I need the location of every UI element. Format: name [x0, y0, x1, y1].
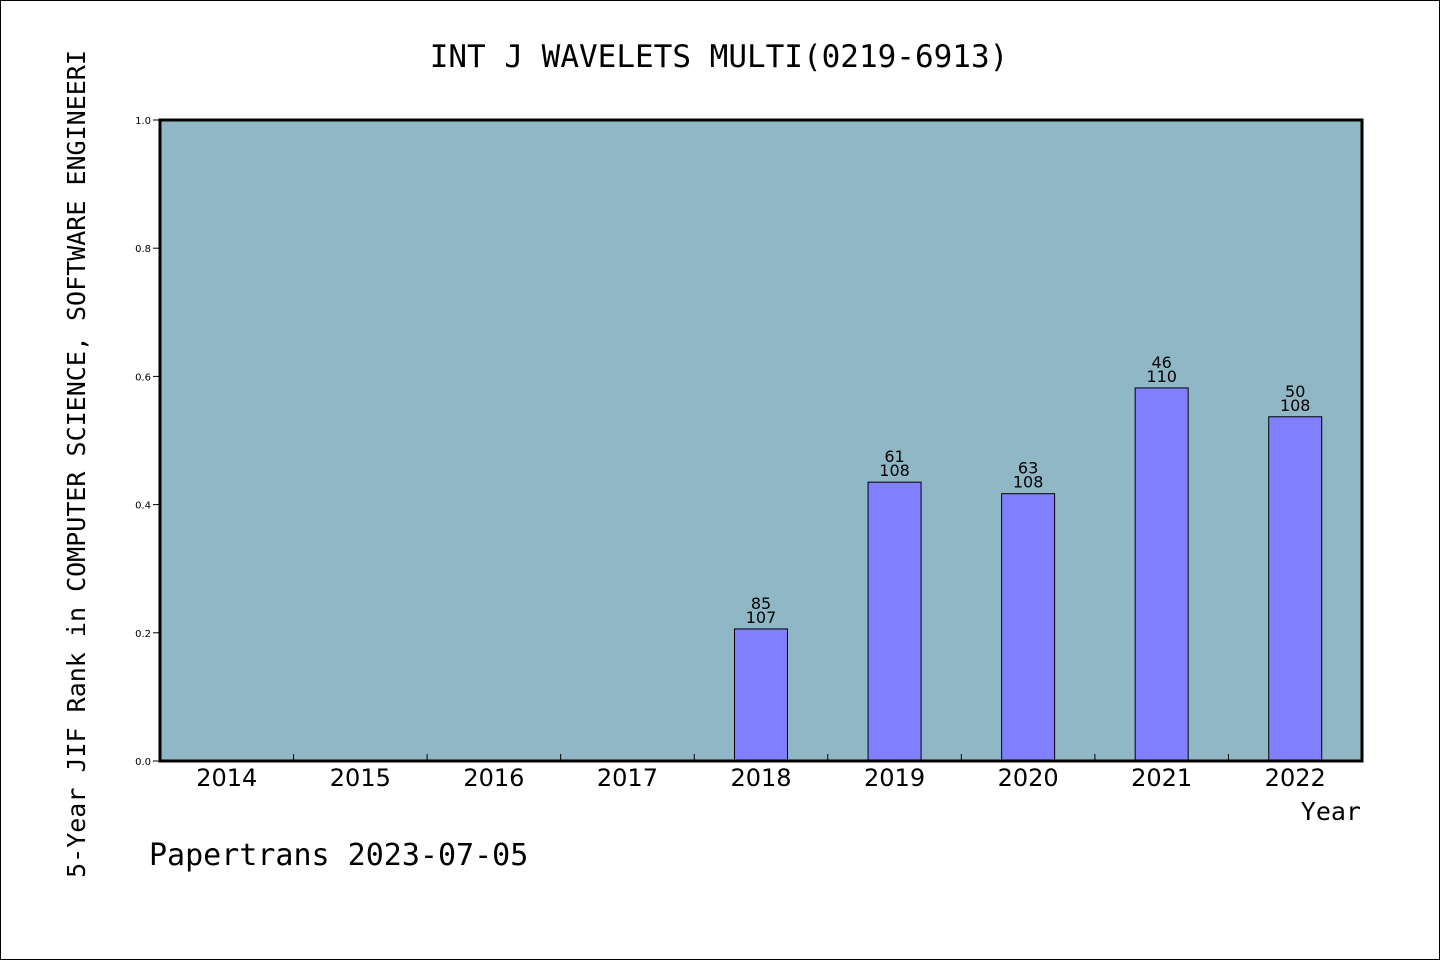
bars-layer: [734, 387, 1323, 762]
bar-2019: [867, 481, 922, 762]
y-axis: 0.0 0.2 0.4 0.6 0.8 1.0: [135, 116, 160, 768]
bar-rank-label: 85: [751, 594, 771, 613]
bar-2018: [734, 628, 788, 762]
x-tick-label: 2020: [998, 764, 1059, 792]
chart-title: INT J WAVELETS MULTI(0219-6913): [430, 39, 1009, 75]
x-axis-title: Year: [1301, 797, 1361, 826]
y-tick-label: 0.4: [135, 501, 151, 512]
y-tick-label: 0.2: [135, 629, 151, 640]
credit-text: Papertrans 2023-07-05: [149, 838, 528, 873]
bar-total-label: 110: [1146, 367, 1177, 386]
bar-rank-label: 50: [1285, 382, 1305, 401]
x-tick-label: 2014: [196, 764, 257, 792]
bar-total-label: 108: [879, 461, 910, 480]
x-tick-label: 2017: [597, 764, 658, 792]
x-tick-label: 2021: [1131, 764, 1192, 792]
bar-2022: [1268, 416, 1323, 762]
bar-2020: [1001, 493, 1056, 762]
x-tick-label: 2016: [463, 764, 524, 792]
x-tick-label: 2019: [864, 764, 925, 792]
y-tick-label: 1.0: [135, 116, 151, 127]
plot-frame: [158, 118, 1364, 763]
bar-2021: [1134, 387, 1189, 762]
y-tick-label: 0.6: [135, 372, 151, 383]
bar-rank-label: 46: [1151, 353, 1171, 372]
x-tick-label: 2018: [730, 764, 791, 792]
x-tick-label: 2022: [1265, 764, 1326, 792]
bar-total-label: 108: [1013, 473, 1044, 492]
y-axis-title: 5-Year JIF Rank in COMPUTER SCIENCE, SOF…: [62, 50, 91, 878]
bar-total-label: 107: [746, 608, 777, 627]
y-tick-label: 0.0: [135, 757, 151, 768]
bar-rank-label: 61: [884, 447, 904, 466]
x-axis: 2014 2015 2016 2017 2018 2019 2020 2021 2022: [196, 754, 1326, 792]
x-tick-label: 2015: [330, 764, 391, 792]
y-tick-label: 0.8: [135, 244, 151, 255]
bar-total-label: 108: [1280, 396, 1311, 415]
bar-rank-label: 63: [1018, 459, 1038, 478]
